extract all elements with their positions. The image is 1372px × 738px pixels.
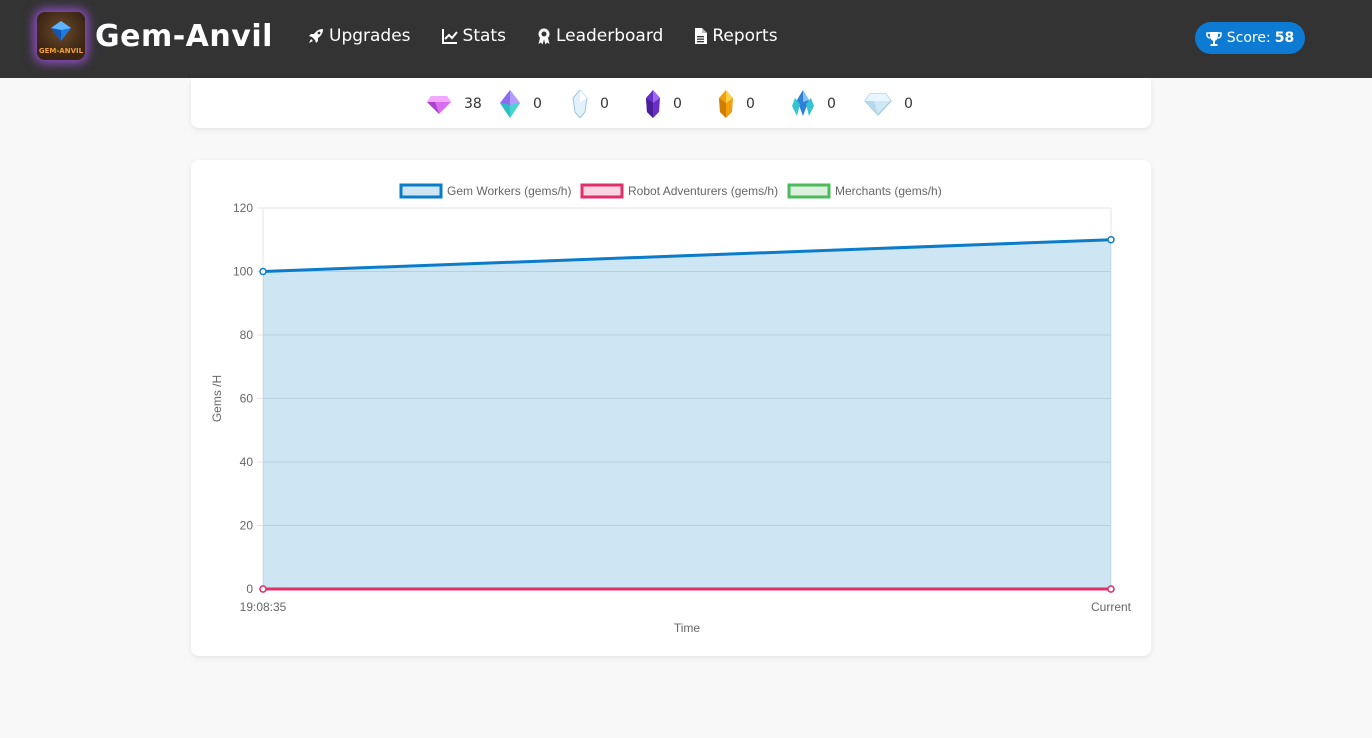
app-logo[interactable]: GEM-ANVIL	[37, 12, 85, 60]
production-chart-card: 0 20 40 60 80 100 120 19:08:35 Current Time Gems /…	[191, 160, 1151, 656]
gem-count: 0	[827, 96, 836, 112]
nav-item-stats[interactable]: Stats	[441, 26, 506, 46]
amethyst-crystal-icon	[646, 90, 660, 118]
gem-count: 0	[533, 96, 542, 112]
nav-label-reports: Reports	[712, 26, 778, 46]
nav-item-upgrades[interactable]: Upgrades	[308, 26, 411, 46]
y-tick-label: 20	[240, 519, 254, 533]
y-tick-label: 40	[240, 455, 254, 469]
production-chart: 0 20 40 60 80 100 120 19:08:35 Current Time Gems /…	[210, 183, 1132, 635]
gem-item-diamond: 0	[864, 90, 937, 118]
gem-count: 0	[746, 96, 755, 112]
gem-item-amethyst: 0	[645, 90, 718, 118]
legend-swatch	[787, 183, 831, 199]
legend-swatch	[399, 183, 443, 199]
rocket-icon	[309, 29, 323, 43]
logo-gem-icon	[51, 21, 71, 41]
data-point	[259, 585, 267, 593]
x-axis-title: Time	[674, 621, 701, 635]
y-tick-label: 0	[246, 582, 253, 596]
gem-item-pink: 38	[426, 90, 499, 118]
y-tick-label: 100	[233, 265, 253, 279]
y-tick-label: 80	[240, 328, 254, 342]
nav-item-reports[interactable]: Reports	[694, 26, 778, 46]
nav-label-stats: Stats	[462, 26, 506, 46]
brand[interactable]: GEM-ANVIL Gem-Anvil	[37, 12, 273, 60]
y-tick-label: 120	[233, 201, 253, 215]
legend-swatch	[580, 183, 624, 199]
score-label: Score:	[1226, 30, 1271, 46]
pink-gem-icon	[427, 96, 451, 114]
blue-crystal-cluster-icon	[792, 90, 814, 116]
gem-inventory: 38 0 0 0 0	[426, 90, 937, 118]
gem-item-cluster: 0	[791, 90, 864, 118]
gem-item-clear: 0	[572, 90, 645, 118]
data-point	[1107, 585, 1115, 593]
gold-crystal-icon	[719, 90, 733, 118]
legend-label: Merchants (gems/h)	[835, 184, 942, 198]
gem-count: 0	[600, 96, 609, 112]
teal-purple-crystal-icon	[500, 90, 520, 118]
logo-text: GEM-ANVIL	[38, 47, 84, 55]
data-point	[259, 267, 267, 276]
legend-label: Robot Adventurers (gems/h)	[628, 184, 778, 198]
nav-label-leaderboard: Leaderboard	[555, 26, 664, 46]
score-badge[interactable]: Score: 58	[1195, 22, 1305, 54]
x-tick-label: Current	[1091, 600, 1132, 614]
gem-item-teal-purple: 0	[499, 90, 572, 118]
gem-inventory-card	[191, 78, 1151, 128]
series-area	[263, 239, 1111, 589]
main-nav: Upgrades Stats Leaderboard	[308, 26, 809, 46]
series-line	[262, 238, 1112, 273]
gem-count: 0	[673, 96, 682, 112]
nav-item-leaderboard[interactable]: Leaderboard	[537, 26, 663, 46]
gem-count: 38	[464, 96, 482, 112]
navbar: GEM-ANVIL Gem-Anvil Upgrades Stats	[0, 0, 1372, 78]
award-icon	[538, 28, 550, 44]
app-name[interactable]: Gem-Anvil	[95, 18, 273, 54]
y-axis-title: Gems /H	[210, 375, 224, 422]
score-value: 58	[1274, 30, 1295, 46]
file-icon	[695, 28, 708, 44]
gem-count: 0	[904, 96, 913, 112]
x-tick-label: 19:08:35	[240, 600, 287, 614]
chart-line-icon	[441, 29, 458, 44]
legend-label: Gem Workers (gems/h)	[447, 184, 571, 198]
nav-label-upgrades: Upgrades	[329, 26, 411, 46]
clear-crystal-icon	[572, 90, 588, 118]
y-tick-label: 60	[240, 392, 254, 406]
data-point	[1107, 236, 1115, 244]
gem-item-gold: 0	[718, 90, 791, 118]
trophy-icon	[1206, 31, 1222, 46]
diamond-icon	[864, 93, 892, 116]
